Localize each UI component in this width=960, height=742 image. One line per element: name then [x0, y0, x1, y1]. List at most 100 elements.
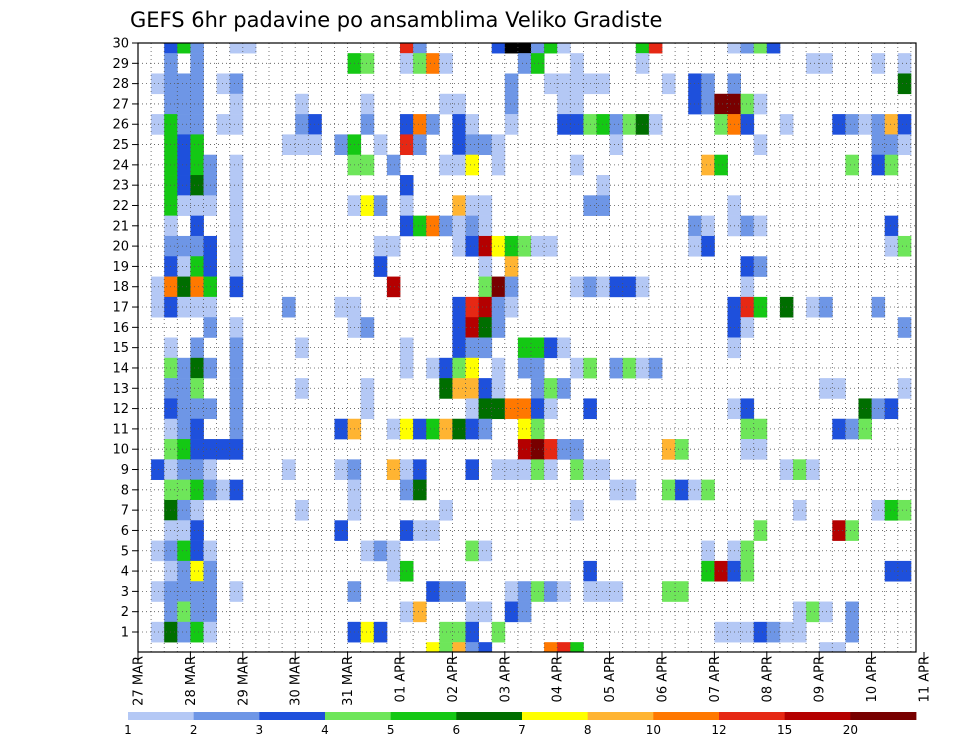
heatmap-cell-441	[740, 560, 755, 582]
y-tick-label-21: 21	[112, 219, 129, 234]
heatmap-cell-219	[596, 276, 610, 298]
y-tick-label-30: 30	[112, 37, 129, 52]
heatmap-cell-442	[884, 560, 899, 582]
heatmap-cell-496	[793, 621, 807, 643]
colorbar-label-4: 4	[321, 723, 329, 737]
heatmap-cell-100	[884, 114, 899, 135]
colorbar-swatch-6	[522, 712, 589, 720]
heatmap-cell-319	[740, 398, 755, 420]
heatmap-cell-343	[858, 418, 872, 440]
x-tick-label-15: 11 APR	[918, 656, 933, 702]
heatmap-cell-124	[190, 154, 204, 176]
heatmap-cell-410	[190, 520, 204, 541]
heatmap-cell-65	[714, 93, 728, 115]
colorbar-swatch-11	[850, 712, 917, 720]
heatmap-cell-449	[229, 581, 244, 602]
heatmap-cell-206	[753, 256, 768, 277]
heatmap-cell-367	[386, 459, 401, 480]
heatmap-cell-329	[386, 418, 401, 440]
heatmap-cell-354	[570, 439, 584, 460]
heatmap-cell-342	[845, 418, 859, 440]
heatmap-cell-32	[819, 53, 833, 74]
heatmap-cell-411	[334, 520, 348, 541]
heatmap-cell-221	[622, 276, 637, 298]
heatmap-cell-501	[465, 642, 479, 653]
y-tick-label-28: 28	[112, 77, 129, 92]
heatmap-cell-264	[531, 337, 545, 359]
heatmap-cell-499	[439, 642, 453, 653]
heatmap-cell-51	[897, 73, 912, 95]
colorbar-swatch-3	[325, 712, 392, 720]
heatmap-cell-84	[557, 114, 571, 135]
heatmap-cell-212	[229, 276, 244, 298]
heatmap-cell-430	[740, 540, 755, 562]
heatmap-cell-269	[177, 357, 191, 379]
heatmap-cell-149	[190, 195, 204, 216]
heatmap-cell-110	[373, 134, 388, 156]
heatmap-cell-82	[465, 114, 479, 135]
heatmap-cell-216	[504, 276, 519, 298]
heatmap-cell-227	[190, 296, 204, 318]
heatmap-cell-103	[177, 134, 191, 156]
heatmap-cell-38	[190, 73, 204, 95]
heatmap-cell-387	[229, 479, 244, 501]
heatmap-cell-34	[897, 53, 912, 74]
heatmap-cell-290	[229, 378, 244, 399]
heatmap-cell-258	[295, 337, 309, 359]
heatmap-cell-427	[478, 540, 493, 562]
heatmap-cell-205	[740, 256, 755, 277]
heatmap-cell-253	[740, 317, 755, 338]
heatmap-cell-480	[177, 621, 191, 643]
heatmap-cell-485	[373, 621, 388, 643]
x-tick-label-11: 07 APR	[708, 656, 723, 702]
heatmap-cell-476	[819, 601, 833, 623]
heatmap-cell-20	[190, 53, 204, 74]
heatmap-cell-274	[426, 357, 440, 379]
heatmap-cell-292	[360, 378, 375, 399]
heatmap-cell-390	[413, 479, 427, 501]
heatmap-cell-418	[151, 540, 165, 562]
heatmap-cell-195	[884, 235, 899, 257]
heatmap-cell-49	[701, 73, 715, 95]
heatmap-cell-498	[426, 642, 440, 653]
heatmap-cell-247	[360, 317, 375, 338]
heatmap-cell-204	[504, 256, 519, 277]
heatmap-cell-113	[452, 134, 466, 156]
heatmap-cell-400	[295, 499, 309, 521]
heatmap-cell-257	[229, 337, 244, 359]
heatmap-cell-288	[177, 378, 191, 399]
heatmap-cell-177	[884, 215, 899, 237]
heatmap-cell-326	[229, 418, 244, 440]
heatmap-cell-384	[190, 479, 204, 501]
x-tick-label-1: 28 MAR	[184, 656, 199, 706]
heatmap-cell-43	[557, 73, 571, 95]
heatmap-cell-370	[465, 459, 479, 480]
heatmap-cell-9	[517, 43, 532, 54]
heatmap-cell-44	[570, 73, 584, 95]
heatmap-cell-170	[465, 215, 479, 237]
heatmap-cell-407	[897, 499, 912, 521]
colorbar-label-15: 15	[777, 723, 792, 737]
heatmap-cell-447	[190, 581, 204, 602]
x-tick-label-7: 03 APR	[498, 656, 513, 702]
heatmap-cell-60	[504, 93, 519, 115]
heatmap-cell-128	[360, 154, 375, 176]
y-tick-label-1: 1	[121, 626, 129, 641]
heatmap-cell-187	[478, 235, 493, 257]
heatmap-cell-478	[151, 621, 165, 643]
heatmap-cell-386	[216, 479, 231, 501]
heatmap-cell-83	[504, 114, 519, 135]
heatmap-cell-202	[373, 256, 388, 277]
heatmap-cell-245	[229, 317, 244, 338]
heatmap-cell-435	[386, 560, 401, 582]
heatmap-cell-79	[413, 114, 427, 135]
heatmap-cell-286	[648, 357, 663, 379]
heatmap-cell-378	[596, 459, 610, 480]
heatmap-cell-484	[360, 621, 375, 643]
heatmap-cell-31	[806, 53, 820, 74]
heatmap-cell-295	[465, 378, 479, 399]
heatmap-cell-151	[229, 195, 244, 216]
colorbar-label-12: 12	[711, 723, 726, 737]
y-tick-label-22: 22	[112, 199, 129, 214]
heatmap-cell-477	[845, 601, 859, 623]
